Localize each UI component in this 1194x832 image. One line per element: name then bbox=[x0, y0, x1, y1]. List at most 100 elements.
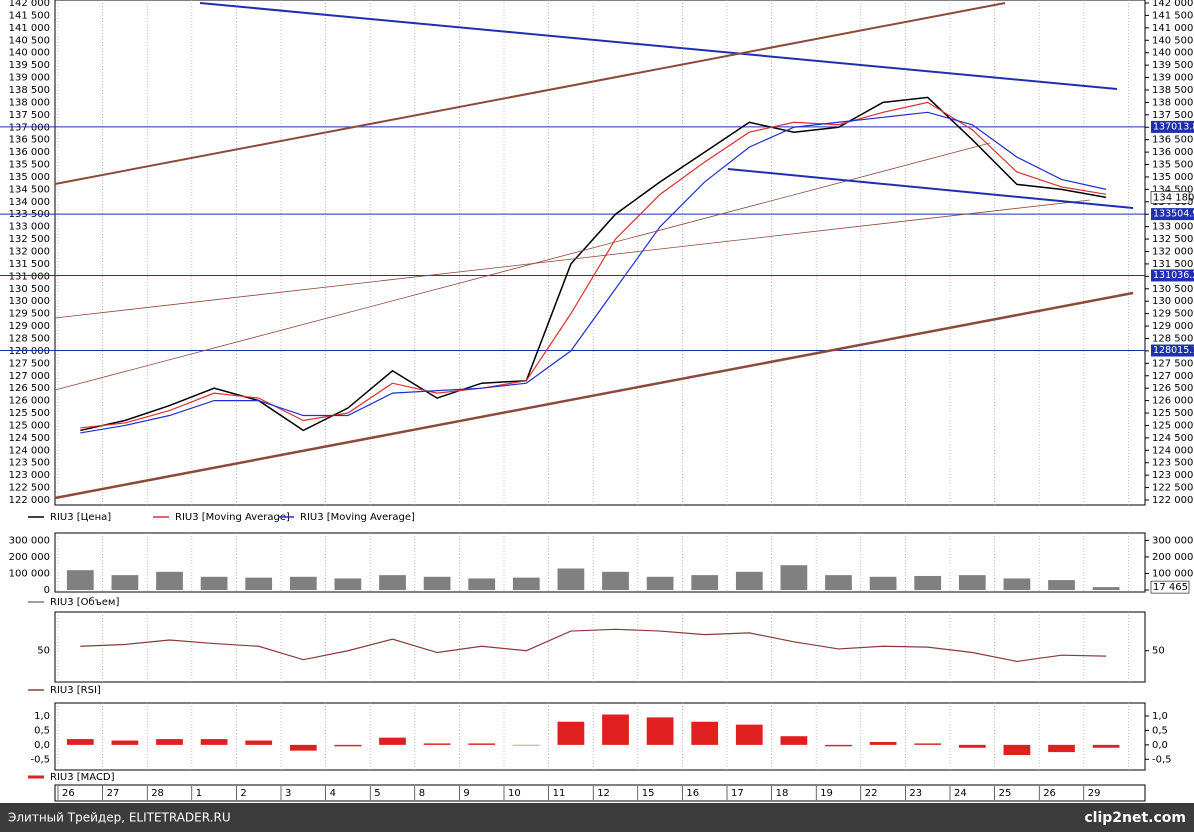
x-tick-label: 10 bbox=[508, 788, 521, 799]
trend-line bbox=[54, 142, 991, 391]
legend-label: RIU3 [Цена] bbox=[50, 512, 111, 523]
x-tick-label: 17 bbox=[731, 788, 744, 799]
bar bbox=[468, 578, 496, 590]
y-tick-label: 132 500 bbox=[1152, 234, 1193, 245]
y-tick-label: 133 000 bbox=[9, 222, 50, 233]
x-tick-label: 8 bbox=[419, 788, 425, 799]
y-tick-label: 300 000 bbox=[1152, 535, 1193, 546]
x-tick-label: 2 bbox=[240, 788, 246, 799]
y-tick-label: 131 000 bbox=[9, 271, 50, 282]
y-tick-label: 131 500 bbox=[9, 259, 50, 270]
y-tick-label: 122 500 bbox=[9, 483, 50, 494]
y-tick-label: 127 500 bbox=[1152, 358, 1193, 369]
y-tick-label: 123 500 bbox=[9, 458, 50, 469]
y-tick-label: 50 bbox=[1152, 646, 1165, 657]
bar bbox=[334, 744, 362, 747]
bar bbox=[1003, 578, 1031, 590]
panel-frame bbox=[54, 702, 1146, 771]
x-tick-label: 25 bbox=[999, 788, 1012, 799]
y-tick-label: 138 000 bbox=[1152, 97, 1193, 108]
y-tick-label: 142 000 bbox=[1152, 0, 1193, 9]
y-tick-label: 125 500 bbox=[1152, 408, 1193, 419]
y-tick-label: 129 000 bbox=[1152, 321, 1193, 332]
y-tick-label: 138 500 bbox=[1152, 85, 1193, 96]
bar bbox=[156, 739, 183, 745]
y-tick-label: 135 500 bbox=[9, 160, 50, 171]
level-label-box bbox=[1151, 120, 1194, 133]
bar bbox=[111, 575, 139, 590]
y-tick-label: 128 500 bbox=[1152, 333, 1193, 344]
y-tick-label: 123 500 bbox=[1152, 458, 1193, 469]
y-tick-label: 141 500 bbox=[9, 10, 50, 21]
y-tick-label: 123 000 bbox=[9, 470, 50, 481]
bar bbox=[914, 743, 942, 745]
x-tick-label: 5 bbox=[374, 788, 380, 799]
y-tick-label: 125 000 bbox=[9, 420, 50, 431]
y-tick-label: 140 500 bbox=[1152, 35, 1193, 46]
bar bbox=[735, 724, 763, 745]
bar bbox=[111, 740, 139, 745]
bar bbox=[646, 576, 674, 590]
trend-line bbox=[199, 2, 1118, 90]
bar bbox=[958, 744, 986, 748]
y-tick-label: 127 000 bbox=[1152, 371, 1193, 382]
x-tick-label: 22 bbox=[865, 788, 878, 799]
date-axis-frame bbox=[54, 784, 1146, 802]
bar bbox=[825, 744, 852, 747]
y-tick-label: 133 500 bbox=[9, 209, 50, 220]
y-tick-label: 134 500 bbox=[9, 184, 50, 195]
y-tick-label: 139 000 bbox=[1152, 73, 1193, 84]
x-tick-label: 15 bbox=[642, 788, 655, 799]
footer-source: Элитный Трейдер, ELITETRADER.RU bbox=[8, 811, 231, 825]
level-label-box bbox=[1151, 344, 1194, 357]
trend-line bbox=[54, 2, 1006, 185]
y-tick-label: 136 000 bbox=[1152, 147, 1193, 158]
y-tick-label: 126 500 bbox=[1152, 383, 1193, 394]
y-tick-label: 132 000 bbox=[1152, 247, 1193, 258]
x-tick-label: 26 bbox=[1043, 788, 1056, 799]
legend-label: RIU3 [Объем] bbox=[50, 597, 119, 608]
x-tick-label: 19 bbox=[820, 788, 833, 799]
y-tick-label: 122 000 bbox=[1152, 495, 1193, 506]
footer-bar bbox=[0, 803, 1194, 832]
y-tick-label: 124 500 bbox=[1152, 433, 1193, 444]
y-tick-label: 125 500 bbox=[9, 408, 50, 419]
y-tick-label: 127 500 bbox=[9, 358, 50, 369]
trend-line bbox=[54, 199, 1091, 319]
y-tick-label: 142 000 bbox=[9, 0, 50, 9]
y-tick-label: 123 000 bbox=[1152, 470, 1193, 481]
y-tick-label: 138 000 bbox=[9, 97, 50, 108]
y-tick-label: 122 000 bbox=[9, 495, 50, 506]
y-tick-label: 129 500 bbox=[1152, 309, 1193, 320]
y-tick-label: 125 000 bbox=[1152, 420, 1193, 431]
legend-label: RIU3 [Moving Average] bbox=[175, 512, 290, 523]
level-label: 137013.8 bbox=[1153, 121, 1194, 132]
bar bbox=[691, 721, 719, 745]
panel-frame bbox=[54, 532, 1146, 593]
bar bbox=[602, 714, 629, 745]
y-tick-label: 136 000 bbox=[9, 147, 50, 158]
bar bbox=[245, 577, 273, 590]
y-tick-label: 131 500 bbox=[1152, 259, 1193, 270]
bar bbox=[735, 571, 763, 590]
y-tick-label: 132 500 bbox=[9, 234, 50, 245]
y-tick-label: 138 500 bbox=[9, 85, 50, 96]
footer-logo[interactable]: clip2net.com bbox=[1084, 810, 1186, 826]
y-tick-label: 1,0 bbox=[34, 711, 50, 722]
x-tick-label: 23 bbox=[909, 788, 922, 799]
bar bbox=[289, 576, 317, 590]
x-tick-label: 16 bbox=[686, 788, 699, 799]
y-tick-label: 0,0 bbox=[34, 740, 50, 751]
y-tick-label: 140 500 bbox=[9, 35, 50, 46]
y-tick-label: 126 500 bbox=[9, 383, 50, 394]
level-label: 128015.1 bbox=[1153, 345, 1194, 356]
bar bbox=[1048, 744, 1075, 753]
bar bbox=[512, 744, 540, 746]
series-line bbox=[80, 101, 1107, 429]
y-tick-label: 129 500 bbox=[9, 309, 50, 320]
y-tick-label: 128 500 bbox=[9, 333, 50, 344]
trend-lines bbox=[54, 2, 1134, 500]
bar bbox=[423, 576, 451, 590]
y-tick-label: 136 500 bbox=[1152, 135, 1193, 146]
